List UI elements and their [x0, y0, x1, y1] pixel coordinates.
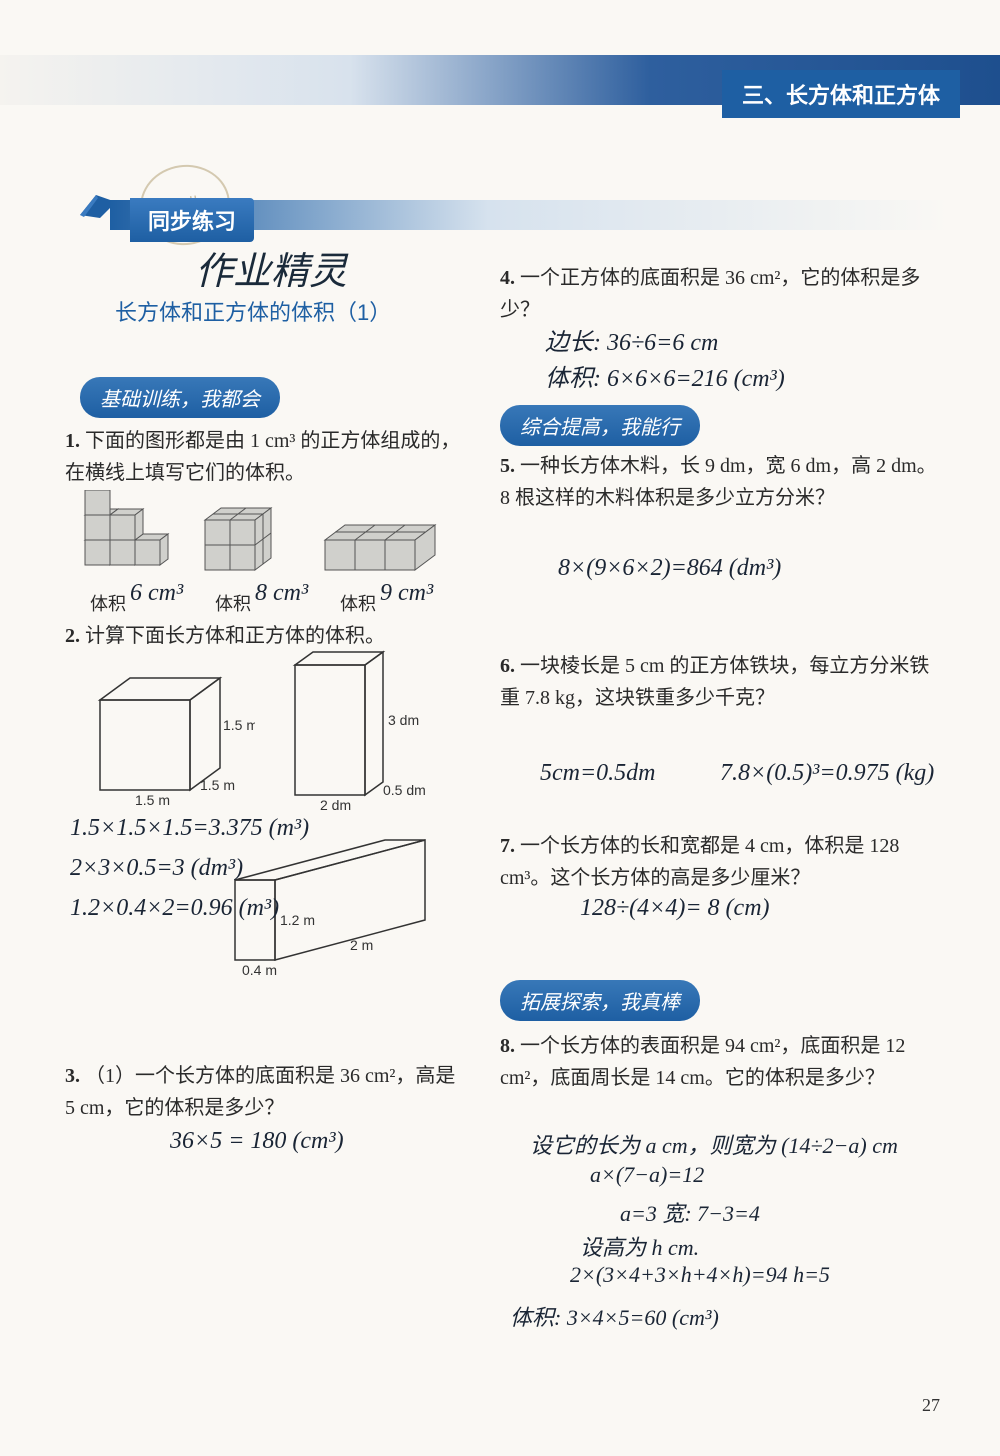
- problem-1: 1. 下面的图形都是由 1 cm³ 的正方体组成的，在横线上填写它们的体积。: [65, 425, 465, 489]
- problem-3: 3. （1）一个长方体的底面积是 36 cm²，高是 5 cm，它的体积是多少？: [65, 1060, 465, 1124]
- pill-comprehensive: 综合提高，我能行: [500, 405, 700, 446]
- problem-2-text: 计算下面长方体和正方体的体积。: [85, 625, 385, 647]
- p8-answer-4: 设高为 h cm.: [580, 1230, 699, 1262]
- problem-7-text: 一个长方体的长和宽都是 4 cm，体积是 128 cm³。这个长方体的高是多少厘…: [500, 835, 899, 889]
- vol-answer-3: 9 cm³: [380, 580, 433, 607]
- problem-7-num: 7.: [500, 835, 515, 857]
- problem-4-text: 一个正方体的底面积是 36 cm²，它的体积是多少？: [500, 267, 920, 321]
- problem-6-text: 一块棱长是 5 cm 的正方体铁块，每立方分米铁重 7.8 kg，这块铁重多少千…: [500, 655, 929, 709]
- p4-answer-1: 边长: 36÷6=6 cm: [545, 322, 718, 357]
- problem-8-num: 8.: [500, 1035, 515, 1057]
- p8-answer-3: a=3 宽: 7−3=4: [620, 1196, 760, 1228]
- problem-5-num: 5.: [500, 455, 515, 477]
- page: 三、长方体和正方体 作业 同步练习 作业精灵 长方体和正方体的体积（1） 基础训…: [0, 0, 1000, 1456]
- p8-answer-1: 设它的长为 a cm，则宽为 (14÷2−a) cm: [530, 1128, 898, 1160]
- pill-basic: 基础训练，我都会: [80, 377, 280, 418]
- problem-8-text: 一个长方体的表面积是 94 cm²，底面积是 12 cm²，底面周长是 14 c…: [500, 1035, 905, 1089]
- problem-8: 8. 一个长方体的表面积是 94 cm²，底面积是 12 cm²，底面周长是 1…: [500, 1030, 940, 1094]
- problem-6: 6. 一块棱长是 5 cm 的正方体铁块，每立方分米铁重 7.8 kg，这块铁重…: [500, 650, 940, 714]
- vol-label-2: 体积: [215, 590, 251, 616]
- problem-3-text: （1）一个长方体的底面积是 36 cm²，高是 5 cm，它的体积是多少？: [65, 1065, 455, 1119]
- p8-answer-2: a×(7−a)=12: [590, 1162, 704, 1188]
- problem-2-num: 2.: [65, 625, 80, 647]
- problem-6-num: 6.: [500, 655, 515, 677]
- problem-3-num: 3.: [65, 1065, 80, 1087]
- dim-box2-d: 0.4 m: [242, 962, 277, 978]
- shape-cube: 1.5 m 1.5 m 1.5 m: [85, 660, 255, 815]
- p4-answer-2: 体积: 6×6×6=216 (cm³): [545, 358, 785, 393]
- vol-answer-1: 6 cm³: [130, 580, 183, 607]
- dim-box1-h: 3 dm: [388, 712, 419, 728]
- problem-1-text: 下面的图形都是由 1 cm³ 的正方体组成的，在横线上填写它们的体积。: [65, 430, 460, 484]
- problem-1-num: 1.: [65, 430, 80, 452]
- vol-label-1: 体积: [90, 590, 126, 616]
- pill-extension: 拓展探索，我真棒: [500, 980, 700, 1021]
- handwritten-title: 作业精灵: [195, 240, 347, 295]
- p8-answer-5: 2×(3×4+3×h+4×h)=94 h=5: [570, 1262, 830, 1288]
- subtitle: 长方体和正方体的体积（1）: [115, 295, 391, 327]
- p6-answer-2: 7.8×(0.5)³=0.975 (kg): [720, 760, 934, 787]
- problem-5-text: 一种长方体木料，长 9 dm，宽 6 dm，高 2 dm。8 根这样的木料体积是…: [500, 455, 937, 509]
- dim-cube-w: 1.5 m: [135, 792, 170, 808]
- p8-answer-6: 体积: 3×4×5=60 (cm³): [510, 1300, 719, 1332]
- p3-answer: 36×5 = 180 (cm³): [170, 1128, 344, 1155]
- chapter-tab: 三、长方体和正方体: [722, 70, 960, 118]
- dim-box1-w: 2 dm: [320, 797, 351, 813]
- problem-7: 7. 一个长方体的长和宽都是 4 cm，体积是 128 cm³。这个长方体的高是…: [500, 830, 940, 894]
- p7-answer: 128÷(4×4)= 8 (cm): [580, 895, 770, 922]
- shape-box1: 2 dm 0.5 dm 3 dm: [280, 645, 440, 820]
- p2-answer-3: 1.2×0.4×2=0.96 (m³): [70, 895, 279, 922]
- dim-cube-h: 1.5 m: [223, 717, 255, 733]
- p6-answer-1: 5cm=0.5dm: [540, 760, 656, 787]
- page-number: 27: [922, 1395, 940, 1416]
- p5-answer: 8×(9×6×2)=864 (dm³): [558, 555, 781, 582]
- dim-box2-w: 2 m: [350, 937, 373, 953]
- dim-box2-h: 1.2 m: [280, 912, 315, 928]
- vol-answer-2: 8 cm³: [255, 580, 308, 607]
- vol-label-3: 体积: [340, 590, 376, 616]
- sync-banner: 同步练习: [130, 198, 254, 242]
- problem-4: 4. 一个正方体的底面积是 36 cm²，它的体积是多少？: [500, 262, 940, 326]
- p2-answer-2: 2×3×0.5=3 (dm³): [70, 855, 243, 882]
- p2-answer-1: 1.5×1.5×1.5=3.375 (m³): [70, 815, 309, 842]
- problem-5: 5. 一种长方体木料，长 9 dm，宽 6 dm，高 2 dm。8 根这样的木料…: [500, 450, 940, 514]
- problem-4-num: 4.: [500, 267, 515, 289]
- dim-cube-d: 1.5 m: [200, 777, 235, 793]
- dim-box1-d: 0.5 dm: [383, 782, 426, 798]
